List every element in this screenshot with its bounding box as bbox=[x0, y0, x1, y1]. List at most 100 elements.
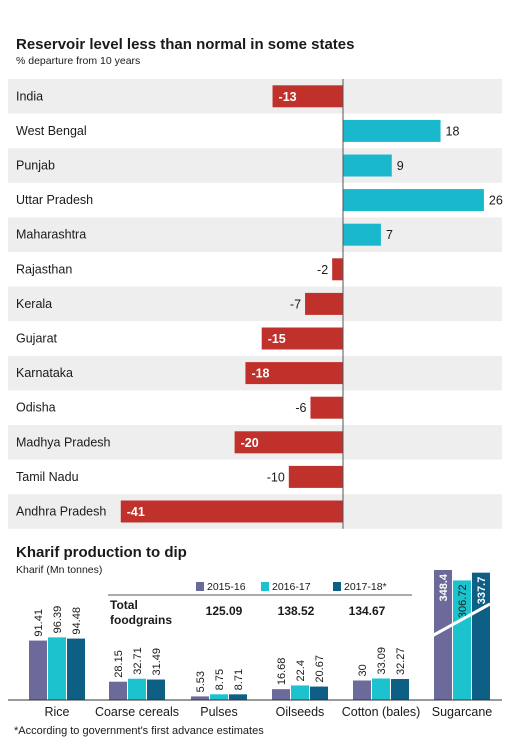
bar-kerala bbox=[305, 292, 343, 315]
value-label: -2 bbox=[317, 263, 328, 277]
category-label: Pulses bbox=[200, 705, 238, 719]
value-label: 94.48 bbox=[71, 607, 83, 635]
chart1-title: Reservoir level less than normal in some… bbox=[16, 36, 355, 53]
bar-sugarcane-1 bbox=[453, 580, 471, 700]
chart1-subtitle: % departure from 10 years bbox=[16, 55, 141, 67]
state-label: Kerala bbox=[16, 297, 52, 311]
legend-label: 2017-18* bbox=[344, 581, 387, 593]
value-label: 20.67 bbox=[314, 655, 326, 683]
total-label: Total bbox=[110, 598, 138, 612]
bar-rice-0 bbox=[29, 640, 47, 700]
bar-sugarcane-0 bbox=[434, 570, 452, 700]
category-label: Sugarcane bbox=[432, 705, 493, 719]
bar-tamil-nadu bbox=[288, 465, 343, 488]
bar-coarse-cereals-2 bbox=[147, 679, 165, 700]
value-label: 91.41 bbox=[33, 609, 45, 637]
chart2-subtitle: Kharif (Mn tonnes) bbox=[16, 564, 103, 576]
bar-west-bengal bbox=[343, 119, 441, 142]
bar-india bbox=[272, 85, 343, 108]
bar-rajasthan bbox=[332, 258, 343, 281]
state-label: Punjab bbox=[16, 159, 55, 173]
total-value: 138.52 bbox=[278, 604, 315, 618]
row-band bbox=[8, 79, 502, 114]
value-label: 8.75 bbox=[214, 669, 226, 690]
bar-andhra-pradesh bbox=[120, 500, 343, 523]
value-label: -13 bbox=[279, 90, 297, 104]
bar-rice-1 bbox=[48, 637, 66, 700]
state-label: Uttar Pradesh bbox=[16, 193, 93, 207]
value-label: -18 bbox=[251, 367, 269, 381]
value-label: -20 bbox=[241, 436, 259, 450]
bar-coarse-cereals-0 bbox=[109, 681, 127, 700]
value-label: 9 bbox=[397, 159, 404, 173]
bar-cotton-bales--0 bbox=[353, 680, 371, 700]
total-label: foodgrains bbox=[110, 613, 172, 627]
bar-uttar-pradesh bbox=[343, 189, 484, 212]
state-label: Gujarat bbox=[16, 332, 58, 346]
bar-rice-2 bbox=[67, 638, 85, 700]
value-label: 22.4 bbox=[295, 660, 307, 681]
value-label: 5.53 bbox=[195, 671, 207, 692]
bar-maharashtra bbox=[343, 223, 381, 246]
bar-oilseeds-2 bbox=[310, 686, 328, 700]
bar-karnataka bbox=[245, 362, 343, 385]
row-band bbox=[8, 217, 502, 252]
bar-oilseeds-1 bbox=[291, 685, 309, 700]
value-label: 18 bbox=[446, 124, 460, 138]
reservoir-bar-chart: India -13 West Bengal 18 Punjab 9 Uttar Prades… bbox=[8, 79, 503, 529]
value-label: 28.15 bbox=[113, 650, 125, 678]
value-label: 32.27 bbox=[395, 647, 407, 675]
value-label: 32.71 bbox=[132, 647, 144, 675]
value-label: 306.72 bbox=[457, 584, 469, 618]
value-label: -15 bbox=[268, 332, 286, 346]
value-label: 16.68 bbox=[276, 658, 288, 686]
bar-odisha bbox=[310, 396, 343, 419]
value-label: -10 bbox=[267, 470, 285, 484]
value-label: -6 bbox=[295, 401, 306, 415]
legend-swatch bbox=[333, 582, 341, 591]
bar-pulses-0 bbox=[191, 696, 209, 700]
value-label: 337.7 bbox=[476, 577, 488, 605]
legend-label: 2016-17 bbox=[272, 581, 311, 593]
bar-pulses-1 bbox=[210, 694, 228, 700]
legend-label: 2015-16 bbox=[207, 581, 246, 593]
bar-sugarcane-2 bbox=[472, 572, 490, 700]
bar-gujarat bbox=[261, 327, 343, 350]
bar-cotton-bales--1 bbox=[372, 678, 390, 700]
category-label: Oilseeds bbox=[276, 705, 325, 719]
state-label: Andhra Pradesh bbox=[16, 505, 106, 519]
value-label: 96.39 bbox=[52, 606, 64, 634]
legend-swatch bbox=[261, 582, 269, 591]
bar-cotton-bales--2 bbox=[391, 679, 409, 700]
value-label: 31.49 bbox=[151, 648, 163, 676]
state-label: Tamil Nadu bbox=[16, 470, 79, 484]
bar-madhya-pradesh bbox=[234, 431, 343, 454]
value-label: 7 bbox=[386, 228, 393, 242]
bar-punjab bbox=[343, 154, 392, 177]
state-label: Rajasthan bbox=[16, 262, 72, 276]
legend-swatch bbox=[196, 582, 204, 591]
state-label: Madhya Pradesh bbox=[16, 435, 111, 449]
bar-pulses-2 bbox=[229, 694, 247, 700]
value-label: 348.4 bbox=[438, 573, 450, 601]
chart2-title: Kharif production to dip bbox=[16, 544, 187, 561]
category-label: Cotton (bales) bbox=[342, 705, 421, 719]
value-label: 8.71 bbox=[233, 669, 245, 690]
bar-coarse-cereals-1 bbox=[128, 678, 146, 700]
value-label: 30 bbox=[357, 664, 369, 676]
category-label: Rice bbox=[44, 705, 69, 719]
value-label: 33.09 bbox=[376, 647, 388, 675]
row-band bbox=[8, 286, 502, 322]
category-label: Coarse cereals bbox=[95, 705, 179, 719]
value-label: -41 bbox=[127, 505, 145, 519]
total-value: 125.09 bbox=[206, 604, 243, 618]
value-label: -7 bbox=[290, 297, 301, 311]
state-label: Odisha bbox=[16, 401, 56, 415]
bar-oilseeds-0 bbox=[272, 689, 290, 700]
state-label: Maharashtra bbox=[16, 228, 86, 242]
state-label: India bbox=[16, 89, 43, 103]
state-label: West Bengal bbox=[16, 124, 87, 138]
total-value: 134.67 bbox=[349, 604, 386, 618]
row-band bbox=[8, 148, 502, 183]
